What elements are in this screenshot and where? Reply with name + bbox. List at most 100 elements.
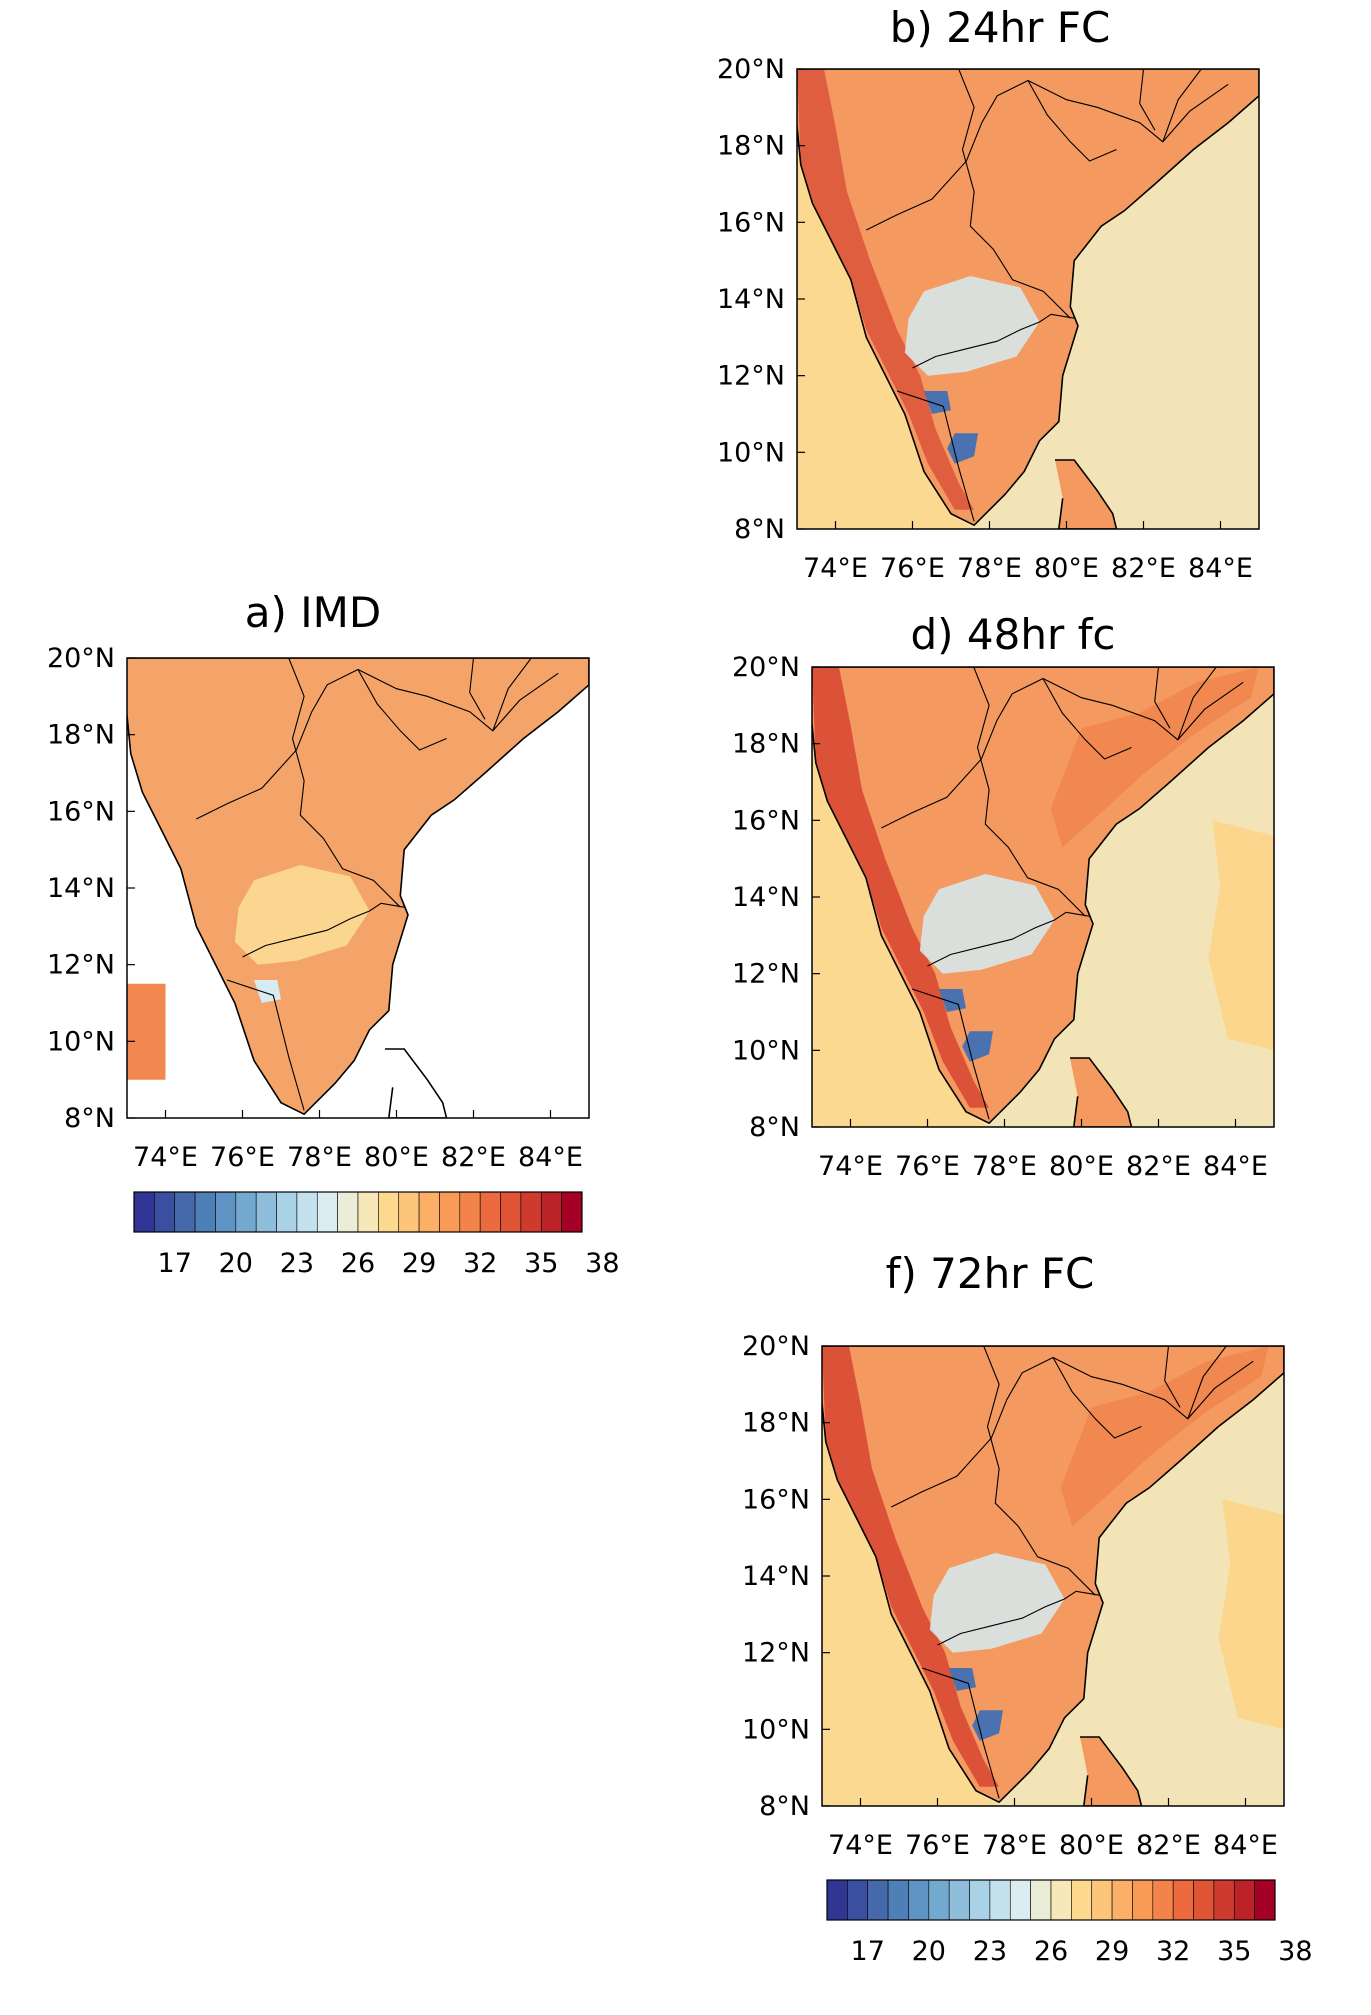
state-border (958, 69, 1071, 319)
colorbar-swatch (255, 1191, 277, 1233)
lon-tick-label: 80°E (1059, 1830, 1124, 1861)
lon-tick-label: 78°E (972, 1151, 1037, 1182)
colorbar-swatch (439, 1191, 461, 1233)
lon-tick-label: 76°E (210, 1142, 275, 1173)
colorbar-swatch (1071, 1879, 1093, 1921)
lon-tick-label: 80°E (1034, 553, 1099, 584)
lat-tick-label: 18°N (742, 1408, 810, 1439)
lat-tick-label: 8°N (749, 1112, 800, 1143)
western-ghats-strip (797, 69, 975, 510)
lon-tick-label: 82°E (1126, 1151, 1191, 1182)
colorbar-f: 17 20 23 26 29 32 35 38 (826, 1879, 1313, 1967)
map-fill (822, 1346, 1284, 1806)
map-body (797, 69, 1259, 529)
lon-axis: 74°E 76°E 78°E 80°E 82°E 84°E (133, 1110, 583, 1173)
lon-tick-label: 78°E (982, 1830, 1047, 1861)
state-border (1154, 667, 1171, 729)
coastline (797, 69, 1259, 527)
colorbar-swatch (1233, 1879, 1255, 1921)
state-border (983, 1346, 1096, 1596)
panel-title: d) 48hr fc (911, 610, 1116, 659)
colorbar-tick-label: 23 (973, 1936, 1007, 1967)
map-body (127, 658, 589, 1118)
lat-tick-label: 16°N (47, 796, 115, 827)
coastline (127, 658, 589, 1116)
lat-tick-label: 20°N (732, 652, 800, 683)
bay-warm-patch (1208, 820, 1274, 1051)
panel-b: b) 24hr FC 20°N 18°N 16°N 14°N 12°N 10°N 8°N 7… (717, 3, 1260, 584)
panel-d: d) 48hr fc 20°N 18°N 16°N 14°N 12°N 10°N 8°N 7… (732, 610, 1275, 1182)
land-area (127, 658, 589, 1115)
colorbar-tick-label: 17 (851, 1936, 885, 1967)
colorbar-tick-label: 35 (1217, 1936, 1251, 1967)
lat-tick-label: 18°N (717, 131, 785, 162)
sri-lanka-area (1055, 460, 1117, 529)
colorbar-swatch (928, 1879, 950, 1921)
state-border (921, 1667, 1000, 1799)
panel-title: b) 24hr FC (890, 3, 1111, 52)
state-border (492, 658, 532, 731)
colorbar-swatch (174, 1191, 196, 1233)
coastline (812, 667, 1274, 1125)
colorbar-tick-label: 32 (1156, 1936, 1190, 1967)
lat-axis: 20°N 18°N 16°N 14°N 12°N 10°N 8°N (732, 652, 820, 1143)
lon-tick-label: 74°E (828, 1830, 893, 1861)
state-border (896, 390, 975, 522)
state-border (1177, 667, 1217, 740)
lat-tick-label: 12°N (742, 1638, 810, 1669)
state-border (242, 902, 405, 958)
palani-cold-spot (972, 1710, 1003, 1741)
colorbar-swatch (1132, 1879, 1154, 1921)
palani-cold-spot (962, 1031, 993, 1062)
colorbar-swatch (418, 1191, 440, 1233)
map-fill (812, 667, 1274, 1127)
lat-tick-label: 16°N (742, 1484, 810, 1515)
arabian-sea-area (822, 1346, 1000, 1806)
colorbar-swatch (500, 1191, 522, 1233)
colorbar-swatch (378, 1191, 400, 1233)
lat-tick-label: 14°N (47, 873, 115, 904)
colorbar-a: 17 20 23 26 29 32 35 38 (133, 1191, 620, 1279)
state-border (469, 658, 486, 720)
lon-tick-label: 84°E (518, 1142, 583, 1173)
colorbar-swatch (887, 1879, 909, 1921)
plateau-cool-area (904, 276, 1040, 376)
eastern-ghats-band (1035, 69, 1244, 250)
lat-tick-label: 20°N (47, 643, 115, 674)
colorbar-swatch (867, 1879, 889, 1921)
colorbar-swatch (215, 1191, 237, 1233)
lat-tick-label: 8°N (759, 1791, 810, 1822)
colorbar-swatch (826, 1879, 848, 1921)
colorbar-swatch (296, 1191, 318, 1233)
arabian-sea-area (812, 667, 990, 1127)
colorbar-swatch (948, 1879, 970, 1921)
lat-tick-label: 16°N (732, 805, 800, 836)
lon-tick-label: 80°E (364, 1142, 429, 1173)
lon-tick-label: 78°E (957, 553, 1022, 584)
colorbar-frame (826, 1879, 1276, 1921)
lat-tick-label: 20°N (742, 1331, 810, 1362)
lon-tick-label: 82°E (1136, 1830, 1201, 1861)
panel-f: f) 72hr FC 20°N 18°N 16°N 14°N 12°N 10°N 8°N 7… (742, 1249, 1285, 1861)
colorbar-swatch (357, 1191, 379, 1233)
colorbar-swatch (479, 1191, 501, 1233)
colorbar-swatch (194, 1191, 216, 1233)
lat-tick-label: 20°N (717, 54, 785, 85)
colorbar-swatch (316, 1191, 338, 1233)
lat-tick-label: 10°N (717, 437, 785, 468)
lon-tick-label: 74°E (803, 553, 868, 584)
map-body (812, 667, 1274, 1127)
colorbar-swatch (989, 1879, 1011, 1921)
lat-tick-label: 14°N (742, 1561, 810, 1592)
sri-lanka-coastline (385, 1048, 448, 1118)
lon-tick-label: 82°E (441, 1142, 506, 1173)
colorbar-tick-label: 38 (1278, 1936, 1312, 1967)
lat-tick-label: 12°N (732, 959, 800, 990)
lat-axis: 20°N 18°N 16°N 14°N 12°N 10°N 8°N (742, 1331, 830, 1822)
colorbar-tick-label: 17 (158, 1248, 192, 1279)
plateau-cool-area (929, 1553, 1065, 1653)
colorbar-tick-label: 38 (585, 1248, 619, 1279)
lon-tick-label: 78°E (287, 1142, 352, 1173)
lon-tick-label: 80°E (1049, 1151, 1114, 1182)
map-fill (127, 658, 589, 1118)
